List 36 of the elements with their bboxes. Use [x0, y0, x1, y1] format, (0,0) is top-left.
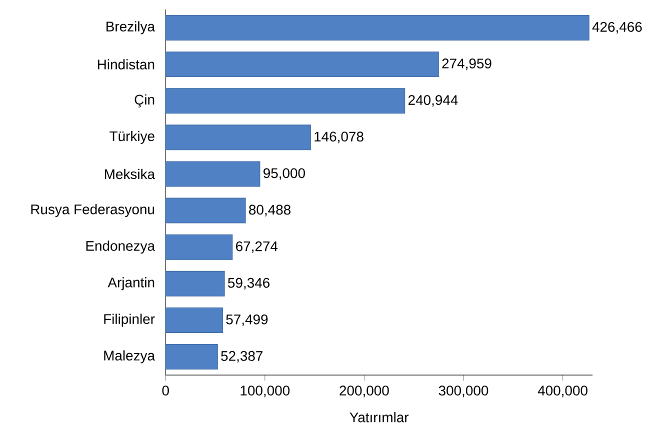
bar [165, 51, 439, 77]
data-label: 57,499 [226, 314, 268, 326]
data-label: 146,078 [314, 132, 364, 144]
y-tick-label: Malezya [104, 350, 155, 364]
y-tick-label: Arjantin [108, 277, 154, 290]
y-tick-label: Brezilya [106, 21, 155, 34]
x-tick-label: 400,000 [538, 386, 588, 398]
bar [165, 198, 246, 224]
bar [165, 88, 406, 114]
data-label: 426,466 [592, 22, 642, 34]
data-label: 67,274 [236, 241, 278, 253]
y-tick-label: Endonezya [86, 240, 155, 254]
data-label: 95,000 [264, 168, 305, 180]
bar [165, 14, 590, 40]
y-tick-label: Çin [134, 94, 154, 108]
data-label: 52,387 [221, 350, 262, 362]
x-tick-label: 0 [162, 386, 169, 396]
y-tick-label: Rusya Federasyonu [31, 204, 154, 217]
y-tick-label: Meksika [104, 168, 155, 180]
bar [165, 344, 218, 370]
bar [165, 161, 260, 187]
y-tick-label: Filipinler [104, 314, 155, 327]
bar [165, 270, 225, 296]
x-axis-title: Yatırımlar [350, 412, 409, 422]
data-label: 59,346 [228, 278, 270, 290]
x-tick-label: 100,000 [240, 386, 290, 398]
data-label: 240,944 [408, 95, 458, 107]
data-label: 80,488 [249, 204, 291, 216]
data-label: 274,959 [442, 58, 492, 70]
bar [165, 234, 233, 260]
bar [165, 124, 311, 150]
y-tick-label: Türkiye [110, 130, 154, 144]
y-tick-label: Hindistan [98, 59, 154, 70]
bar [165, 307, 223, 333]
x-tick-label: 200,000 [340, 386, 389, 398]
x-tick-label: 300,000 [438, 386, 488, 398]
